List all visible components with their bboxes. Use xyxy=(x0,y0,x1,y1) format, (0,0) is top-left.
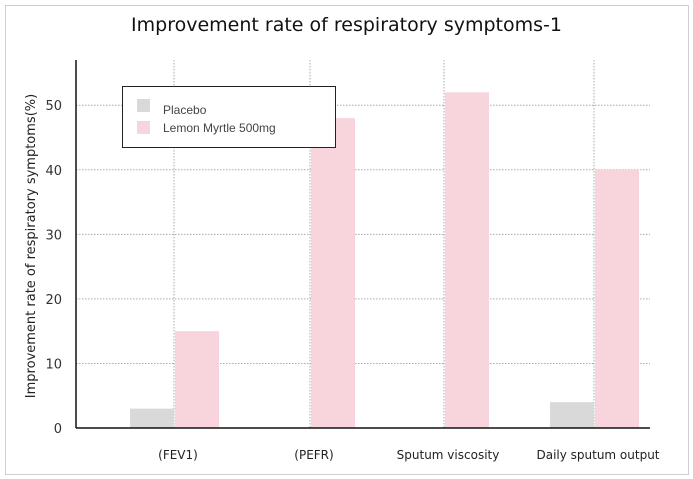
bar-lemon-myrtle xyxy=(445,92,489,428)
x-tick-label: (FEV1) xyxy=(158,448,198,462)
legend-swatch xyxy=(137,99,150,112)
legend-swatch xyxy=(137,121,150,134)
y-tick-label: 20 xyxy=(45,293,62,308)
bar-lemon-myrtle xyxy=(175,331,219,428)
bar-placebo xyxy=(550,402,594,428)
x-tick-label: Sputum viscosity xyxy=(397,448,500,462)
y-tick-label: 30 xyxy=(45,228,62,243)
x-tick-label: Daily sputum output xyxy=(536,448,659,462)
legend-label: Placebo xyxy=(163,103,207,117)
y-tick-label: 40 xyxy=(45,164,62,179)
x-tick-label: (PEFR) xyxy=(294,448,333,462)
bar-placebo xyxy=(130,408,174,428)
bar-lemon-myrtle xyxy=(311,118,355,429)
legend-label: Lemon Myrtle 500mg xyxy=(163,121,276,135)
y-tick-label: 10 xyxy=(45,357,62,372)
chart-title: Improvement rate of respiratory symptoms… xyxy=(131,14,562,36)
y-tick-label: 50 xyxy=(45,99,62,114)
y-tick-label: 0 xyxy=(54,422,62,437)
legend: Placebo Lemon Myrtle 500mg xyxy=(122,86,336,148)
bar-lemon-myrtle xyxy=(595,169,639,428)
y-axis-label: Improvement rate of respiratory symptoms… xyxy=(24,94,39,398)
chart-frame xyxy=(5,5,689,475)
